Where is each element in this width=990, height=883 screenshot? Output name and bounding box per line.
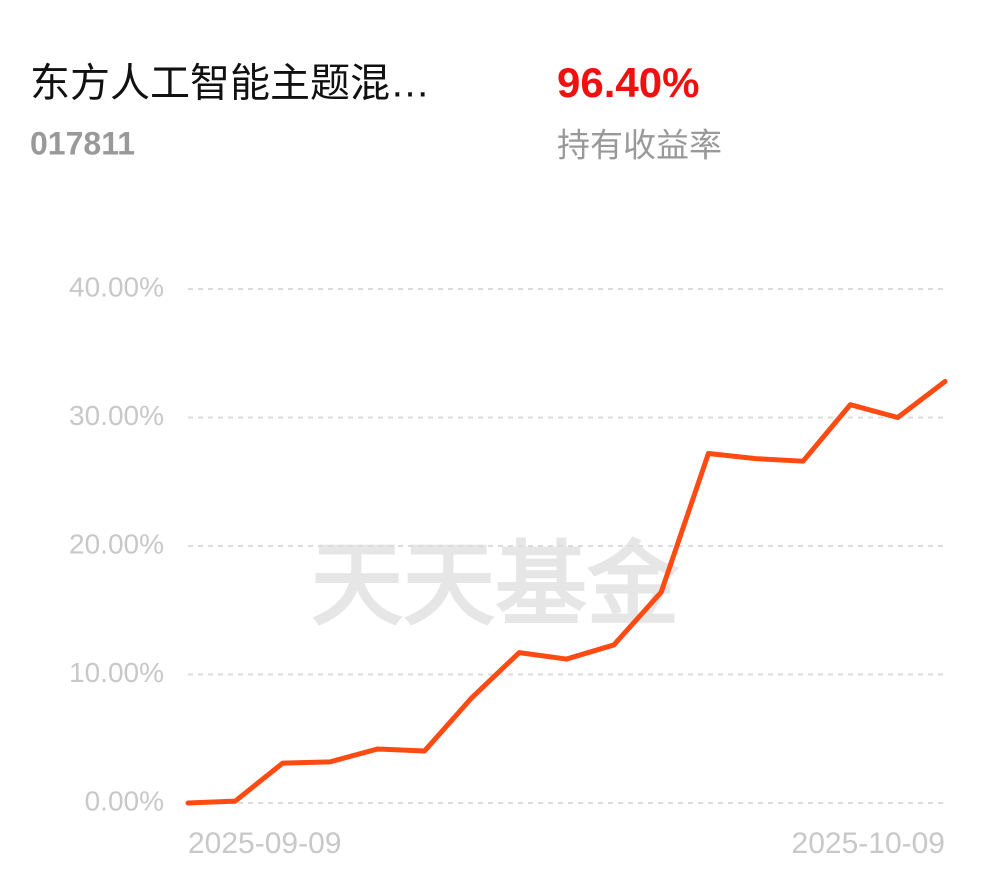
y-tick-label: 20.00% — [69, 528, 164, 559]
y-tick-label: 0.00% — [85, 785, 164, 816]
fund-name: 东方人工智能主题混… — [30, 62, 430, 106]
return-value: 96.40% — [557, 59, 699, 106]
return-label: 持有收益率 — [557, 127, 722, 164]
x-tick-label: 2025-10-09 — [792, 827, 945, 860]
y-tick-label: 10.00% — [69, 657, 164, 688]
watermark: 天天基金 — [311, 534, 680, 636]
y-tick-label: 40.00% — [69, 271, 164, 302]
fund-code: 017811 — [30, 125, 135, 161]
line-series — [185, 379, 948, 806]
x-tick-label: 2025-09-09 — [188, 827, 341, 860]
y-tick-label: 30.00% — [69, 400, 164, 431]
